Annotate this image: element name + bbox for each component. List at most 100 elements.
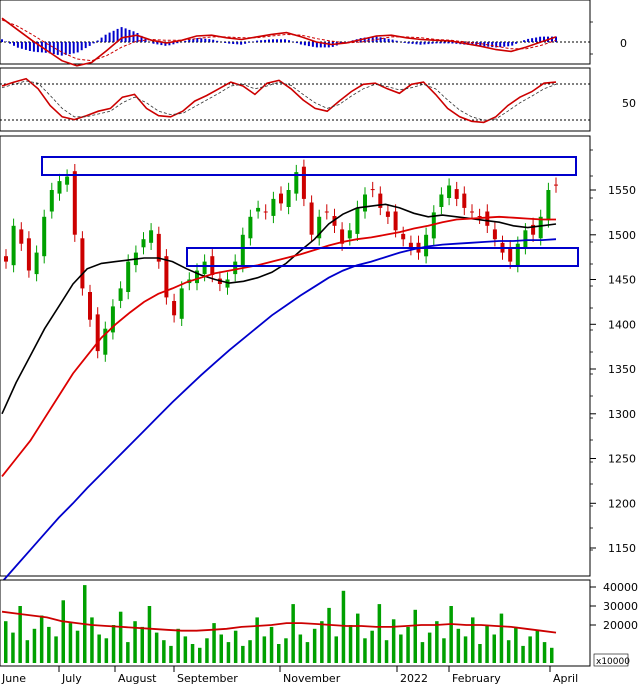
volume-bar	[442, 638, 446, 663]
volume-bar	[478, 644, 482, 663]
price-tick-label: 1250	[608, 453, 636, 466]
volume-tick-label: 30000	[603, 600, 638, 613]
volume-bar	[262, 636, 267, 663]
volume-bar	[492, 634, 496, 663]
price-tick-label: 1200	[608, 497, 636, 510]
candle-body	[355, 207, 360, 234]
volume-bar	[391, 619, 396, 663]
stoch-50-label: 50	[622, 97, 636, 110]
volume-bar	[183, 636, 188, 663]
volume-bar	[291, 604, 295, 663]
candle-body	[126, 261, 131, 292]
volume-bar	[456, 628, 461, 663]
volume-bars	[4, 585, 554, 663]
volume-bar	[305, 642, 310, 663]
ma-50-line	[1, 203, 557, 415]
candle-body	[515, 243, 520, 266]
volume-bar	[535, 630, 540, 663]
volume-bar	[341, 590, 346, 663]
volume-bar	[190, 644, 195, 663]
candle-body	[546, 190, 551, 221]
volume-bar	[75, 630, 80, 663]
candle-body	[156, 233, 161, 262]
volume-bar	[97, 634, 101, 663]
candle-body	[263, 211, 268, 213]
candle-body	[49, 190, 54, 212]
x-axis-label: September	[177, 672, 238, 685]
price-panel: 1150 1200 1250 1300 1350 1400 1450 1500 1550	[0, 135, 636, 583]
candle-body	[164, 256, 169, 298]
volume-bar	[241, 645, 245, 663]
volume-bar	[169, 645, 173, 663]
price-axis-labels: 1150 1200 1250 1300 1350 1400 1450 1500 1550	[590, 184, 636, 555]
volume-bar	[320, 621, 324, 663]
price-tick-label: 1150	[608, 542, 636, 555]
candle-body	[324, 211, 329, 213]
volume-bar	[506, 640, 511, 663]
volume-bar	[32, 628, 37, 663]
volume-bar	[198, 647, 202, 663]
volume-bar	[154, 632, 159, 663]
candle-body	[393, 211, 398, 231]
candle-body	[424, 234, 429, 257]
candle-body	[42, 216, 47, 257]
x-axis-label: February	[452, 672, 501, 685]
candle-body	[172, 301, 177, 316]
candle-body	[179, 288, 184, 319]
candle-body	[256, 207, 261, 212]
macd-panel: 0	[0, 0, 627, 67]
candle-body	[317, 216, 322, 239]
volume-bar	[521, 645, 525, 663]
candle-body	[363, 194, 367, 212]
volume-bar	[133, 621, 137, 663]
stochastic-d-line	[1, 80, 557, 121]
candle-body	[477, 216, 482, 217]
candle-body	[309, 202, 314, 235]
volume-bar	[406, 626, 410, 663]
ma-200-line	[1, 238, 557, 583]
candle-body	[286, 190, 291, 207]
candle-body	[408, 242, 413, 249]
volume-bar	[327, 607, 331, 663]
volume-bar	[298, 634, 303, 663]
volume-bar	[226, 642, 231, 663]
ma-100-line	[1, 215, 556, 477]
volume-bar	[54, 636, 58, 663]
price-tick-label: 1500	[608, 229, 636, 242]
candle-body	[248, 216, 253, 239]
candle-body	[65, 176, 70, 185]
candle-body	[26, 238, 31, 271]
candle-body	[554, 184, 558, 186]
price-tick-label: 1450	[608, 274, 636, 287]
volume-bar	[377, 604, 382, 663]
candle-body	[431, 212, 436, 239]
volume-bar	[284, 638, 288, 663]
volume-bar	[356, 613, 360, 663]
candle-body	[271, 198, 276, 216]
volume-bar	[399, 634, 403, 663]
volume-bar	[312, 628, 317, 663]
volume-bar	[18, 606, 22, 663]
volume-bar	[4, 621, 8, 663]
volume-bar	[463, 636, 468, 663]
candle-body	[34, 252, 39, 275]
volume-bar	[363, 638, 367, 663]
candle-body	[378, 193, 383, 208]
volume-bar	[140, 626, 144, 663]
volume-bar	[427, 632, 432, 663]
candle-body	[19, 229, 24, 244]
volume-bar	[104, 638, 109, 663]
candle-body	[149, 230, 154, 243]
volume-bar	[514, 626, 518, 663]
candle-body	[462, 193, 467, 208]
volume-bar	[47, 626, 51, 663]
macd-signal-line	[1, 19, 557, 62]
price-tick-label: 1350	[608, 363, 636, 376]
x-axis-label: November	[283, 672, 341, 685]
volume-axis-labels: 20000 30000 40000	[590, 581, 638, 632]
volume-bar	[176, 628, 180, 663]
volume-panel: 20000 30000 40000 x10000	[0, 579, 638, 667]
macd-line	[1, 17, 557, 67]
volume-bar	[449, 606, 453, 663]
volume-bar	[205, 638, 209, 663]
